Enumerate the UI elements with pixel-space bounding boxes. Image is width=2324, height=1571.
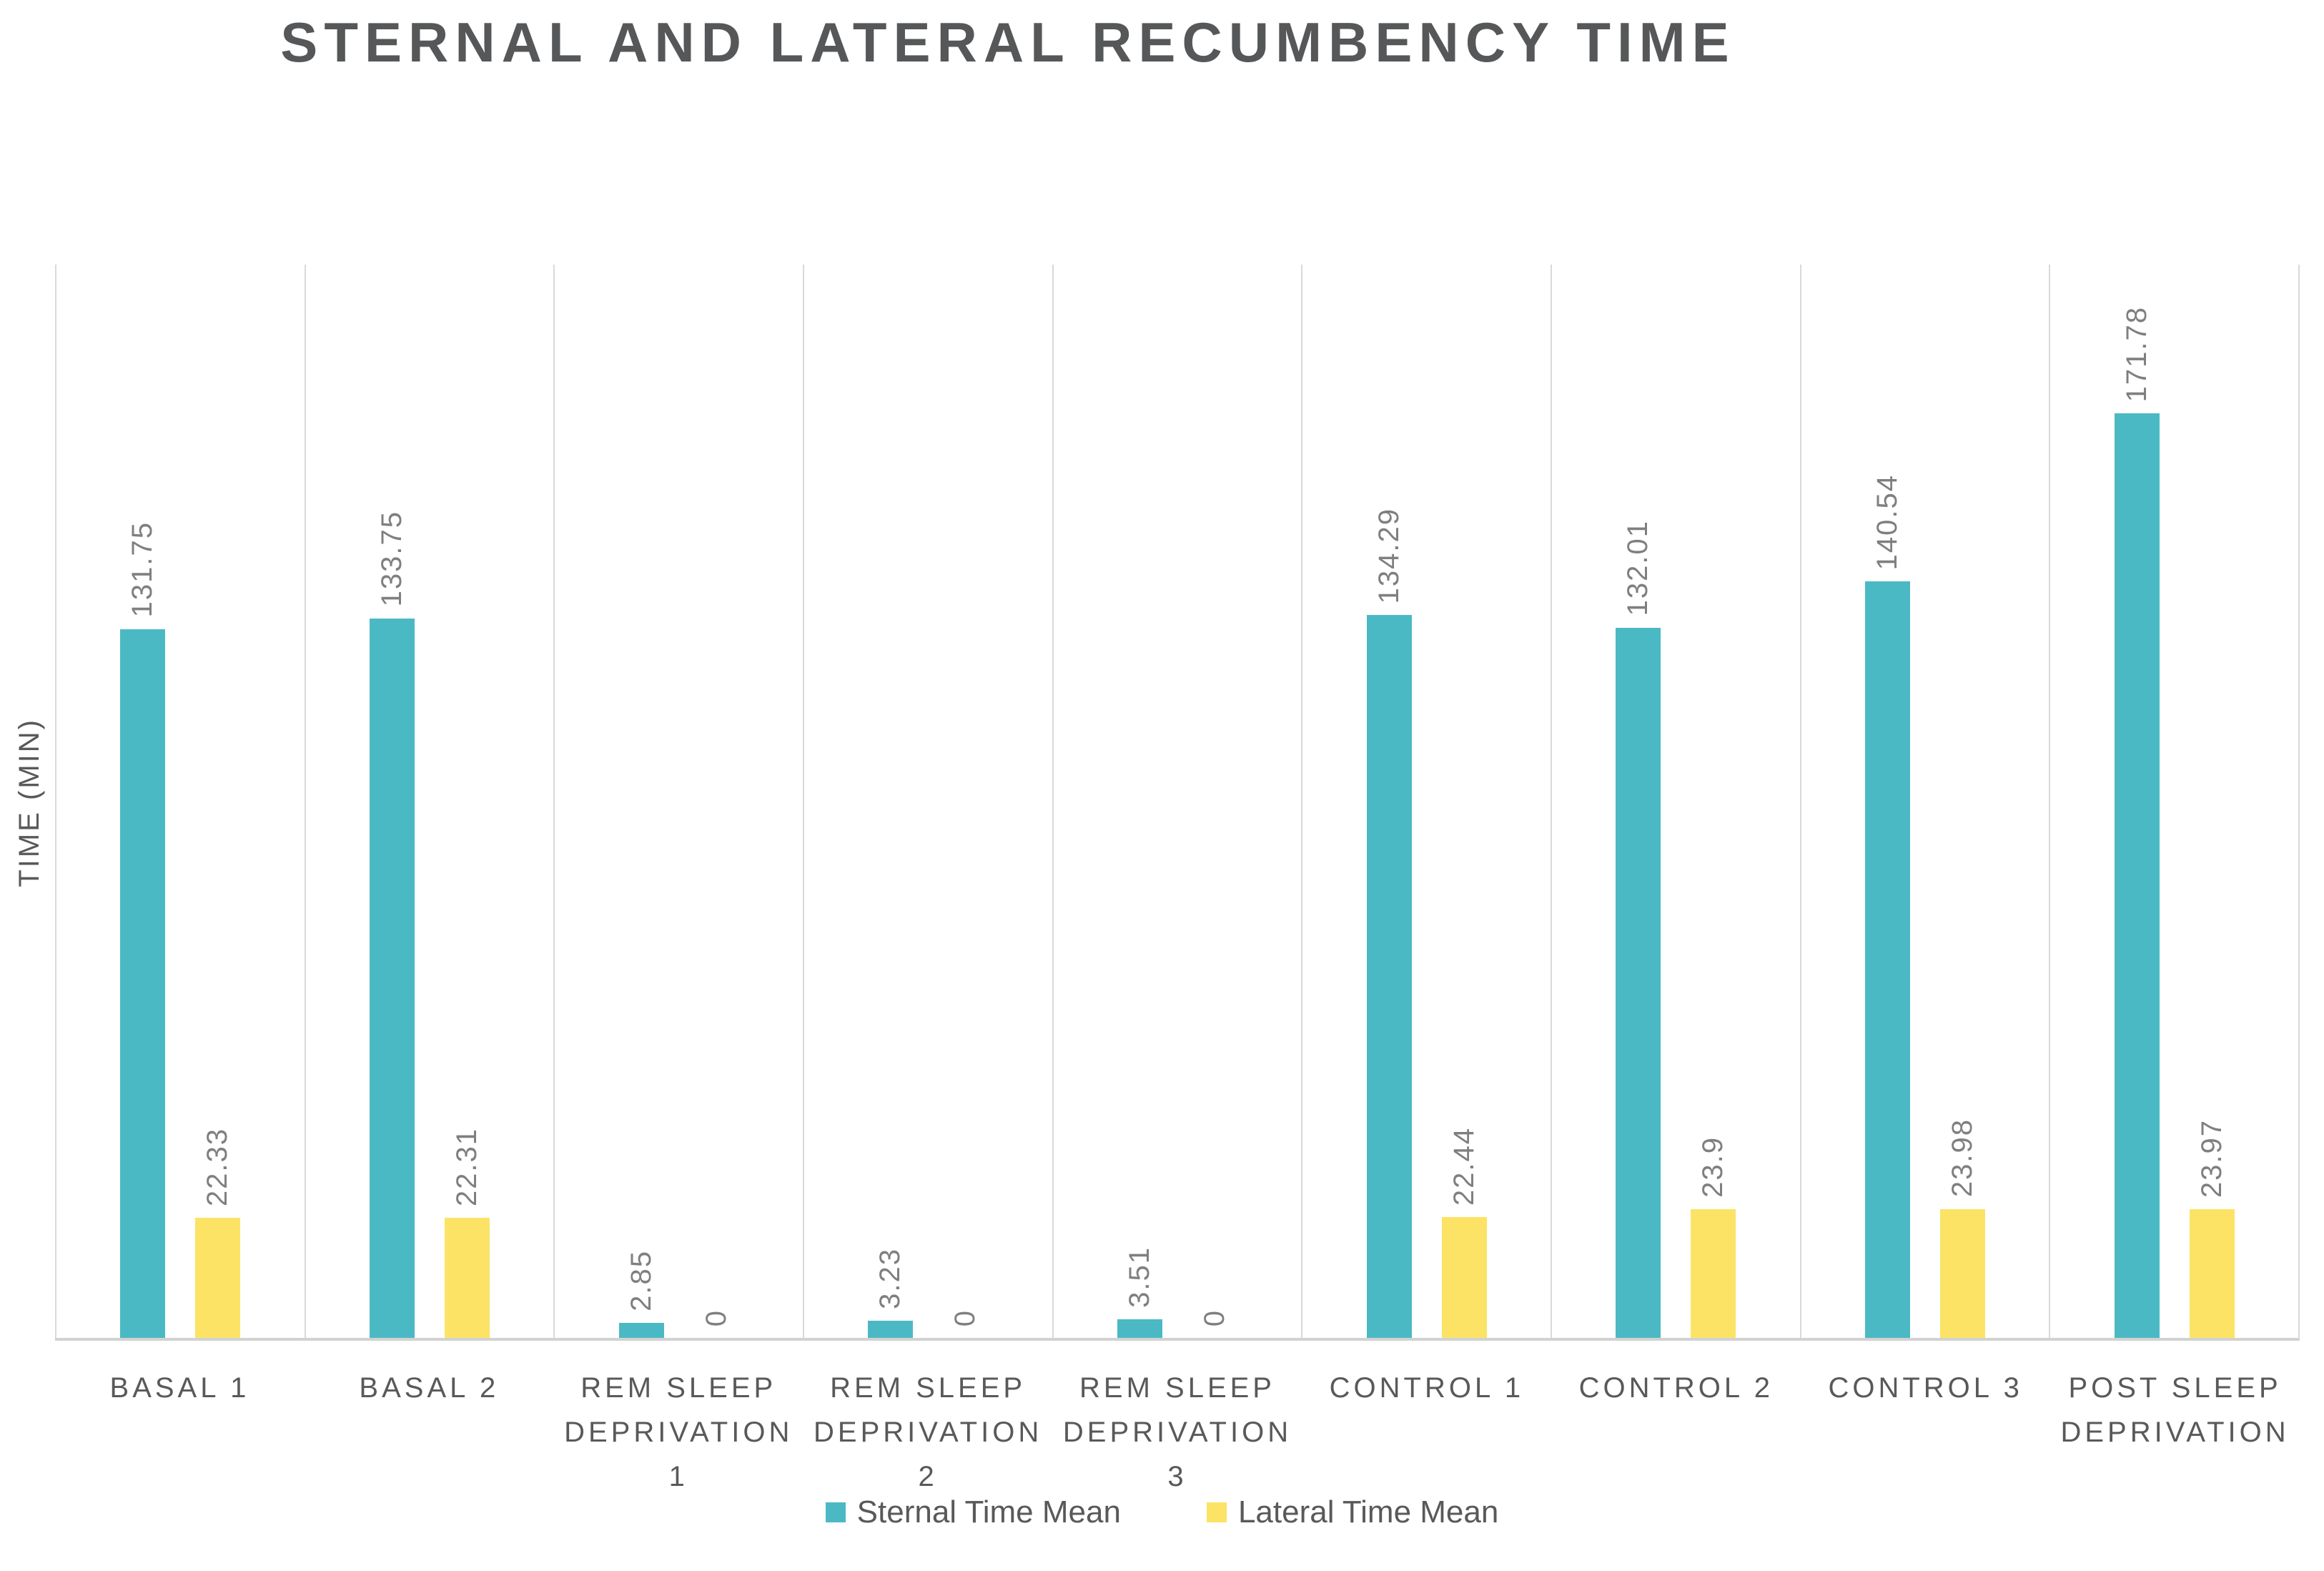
category-band-basal-1: 131.75 22.33 — [55, 265, 305, 1338]
bar-sternal-time-mean-basal-1 — [120, 629, 166, 1338]
bar-slot-sternal-time-mean-rem-sleep-deprivation-3: 3.51 — [1117, 1246, 1163, 1338]
bar-group-rem-sleep-deprivation-2: 3.23 0 — [868, 1248, 988, 1338]
category-band-rem-sleep-deprivation-2: 3.23 0 — [803, 265, 1052, 1338]
bar-lateral-time-mean-basal-2 — [445, 1218, 490, 1338]
plot-area: 131.75 22.33 133.75 22.31 2.85 0 3.23 0 3.51 0 134… — [55, 265, 2300, 1341]
category-band-basal-2: 133.75 22.31 — [304, 265, 554, 1338]
bar-slot-lateral-time-mean-rem-sleep-deprivation-1: 0 — [694, 1309, 739, 1338]
bar-slot-sternal-time-mean-control-2: 132.01 — [1616, 520, 1661, 1338]
bar-sternal-time-mean-rem-sleep-deprivation-1 — [618, 1322, 664, 1338]
category-label-rem-sleep-deprivation-3: REM SLEEP DEPRIVATION 3 — [1062, 1372, 1292, 1492]
bar-value-label-sternal-time-mean-rem-sleep-deprivation-2: 3.23 — [874, 1247, 906, 1309]
bar-slot-sternal-time-mean-rem-sleep-deprivation-1: 2.85 — [618, 1249, 664, 1338]
bar-group-control-3: 140.54 23.98 — [1865, 474, 1986, 1338]
category-label-post-sleep-deprivation: POST SLEEP DEPRIVATION — [2060, 1372, 2290, 1448]
bar-sternal-time-mean-basal-2 — [370, 618, 415, 1338]
bar-value-label-sternal-time-mean-post-sleep-deprivation: 171.78 — [2120, 306, 2152, 403]
category-label-control-1: CONTROL 1 — [1329, 1372, 1525, 1404]
legend: Sternal Time Mean Lateral Time Mean — [0, 1494, 2324, 1530]
bar-slot-sternal-time-mean-post-sleep-deprivation: 171.78 — [2114, 306, 2160, 1338]
bar-sternal-time-mean-control-3 — [1865, 581, 1911, 1338]
bar-sternal-time-mean-rem-sleep-deprivation-2 — [868, 1320, 914, 1338]
bar-slot-lateral-time-mean-control-2: 23.9 — [1691, 1136, 1736, 1338]
category-band-post-sleep-deprivation: 171.78 23.97 — [2049, 265, 2298, 1338]
category-label-rem-sleep-deprivation-2: REM SLEEP DEPRIVATION 2 — [814, 1372, 1043, 1492]
bar-slot-lateral-time-mean-control-1: 22.44 — [1441, 1127, 1487, 1338]
bar-slot-sternal-time-mean-rem-sleep-deprivation-2: 3.23 — [868, 1247, 914, 1338]
bar-lateral-time-mean-control-2 — [1691, 1209, 1736, 1338]
bar-value-label-sternal-time-mean-control-3: 140.54 — [1871, 474, 1904, 571]
bar-group-rem-sleep-deprivation-3: 3.51 0 — [1117, 1246, 1237, 1338]
bar-group-post-sleep-deprivation: 171.78 23.97 — [2114, 306, 2235, 1338]
bar-sternal-time-mean-control-2 — [1616, 627, 1661, 1338]
bar-slot-lateral-time-mean-control-3: 23.98 — [1940, 1118, 1986, 1338]
bar-group-basal-1: 131.75 22.33 — [120, 521, 241, 1338]
bar-slot-sternal-time-mean-control-3: 140.54 — [1865, 474, 1911, 1338]
bar-sternal-time-mean-rem-sleep-deprivation-3 — [1117, 1319, 1163, 1338]
bar-value-label-sternal-time-mean-basal-2: 133.75 — [376, 511, 407, 607]
bar-group-control-1: 134.29 22.44 — [1366, 508, 1487, 1338]
bar-lateral-time-mean-basal-1 — [195, 1217, 241, 1338]
bar-value-label-sternal-time-mean-control-2: 132.01 — [1622, 520, 1654, 616]
chart-title: STERNAL AND LATERAL RECUMBENCY TIME — [280, 11, 1736, 74]
y-axis-title: TIME (MIN) — [13, 718, 45, 887]
bar-value-label-sternal-time-mean-rem-sleep-deprivation-3: 3.51 — [1124, 1246, 1156, 1308]
category-label-control-2: CONTROL 2 — [1578, 1372, 1774, 1404]
bar-value-label-lateral-time-mean-rem-sleep-deprivation-3: 0 — [1199, 1309, 1231, 1326]
bar-value-label-lateral-time-mean-basal-2: 22.31 — [451, 1128, 483, 1207]
bar-value-label-lateral-time-mean-rem-sleep-deprivation-1: 0 — [700, 1309, 732, 1326]
bar-lateral-time-mean-control-1 — [1441, 1217, 1487, 1338]
bar-slot-lateral-time-mean-rem-sleep-deprivation-2: 0 — [943, 1309, 988, 1338]
y-axis-title-container: TIME (MIN) — [4, 265, 54, 1341]
category-band-rem-sleep-deprivation-3: 3.51 0 — [1052, 265, 1302, 1338]
bar-value-label-lateral-time-mean-basal-1: 22.33 — [202, 1127, 234, 1206]
bar-value-label-sternal-time-mean-rem-sleep-deprivation-1: 2.85 — [625, 1249, 657, 1311]
bar-value-label-lateral-time-mean-control-1: 22.44 — [1448, 1127, 1480, 1206]
bar-slot-lateral-time-mean-rem-sleep-deprivation-3: 0 — [1192, 1309, 1237, 1338]
legend-label-sternal-time-mean: Sternal Time Mean — [856, 1494, 1121, 1530]
bar-value-label-sternal-time-mean-basal-1: 131.75 — [127, 521, 159, 618]
bar-sternal-time-mean-control-1 — [1366, 615, 1412, 1338]
bar-value-label-lateral-time-mean-post-sleep-deprivation: 23.97 — [2195, 1118, 2227, 1198]
category-band-control-3: 140.54 23.98 — [1799, 265, 2049, 1338]
bar-sternal-time-mean-post-sleep-deprivation — [2114, 413, 2160, 1338]
category-label-basal-1: BASAL 1 — [109, 1372, 250, 1404]
bar-group-control-2: 132.01 23.9 — [1616, 520, 1736, 1338]
category-label-rem-sleep-deprivation-1: REM SLEEP DEPRIVATION 1 — [564, 1372, 793, 1492]
legend-item-sternal-time-mean: Sternal Time Mean — [825, 1494, 1121, 1530]
bar-lateral-time-mean-post-sleep-deprivation — [2189, 1208, 2235, 1338]
bar-lateral-time-mean-control-3 — [1940, 1208, 1986, 1338]
bar-value-label-sternal-time-mean-control-1: 134.29 — [1373, 508, 1405, 604]
category-label-control-3: CONTROL 3 — [1828, 1372, 2023, 1404]
bar-group-rem-sleep-deprivation-1: 2.85 0 — [618, 1249, 739, 1338]
bar-slot-lateral-time-mean-basal-2: 22.31 — [445, 1128, 490, 1338]
legend-swatch-icon-sternal-time-mean — [825, 1502, 846, 1522]
bar-value-label-lateral-time-mean-rem-sleep-deprivation-2: 0 — [949, 1309, 981, 1326]
category-band-control-2: 132.01 23.9 — [1551, 265, 1800, 1338]
bar-slot-lateral-time-mean-post-sleep-deprivation: 23.97 — [2189, 1118, 2235, 1338]
x-axis-category-row: BASAL 1 BASAL 2 REM SLEEP DEPRIVATION 1 REM… — [55, 1356, 2300, 1499]
bar-value-label-lateral-time-mean-control-2: 23.9 — [1697, 1136, 1729, 1198]
bar-slot-sternal-time-mean-basal-1: 131.75 — [120, 521, 166, 1338]
category-band-rem-sleep-deprivation-1: 2.85 0 — [553, 265, 803, 1338]
category-label-basal-2: BASAL 2 — [359, 1372, 500, 1404]
legend-label-lateral-time-mean: Lateral Time Mean — [1237, 1494, 1499, 1530]
bar-value-label-lateral-time-mean-control-3: 23.98 — [1947, 1118, 1979, 1198]
legend-swatch-icon-lateral-time-mean — [1206, 1502, 1227, 1522]
bar-group-basal-2: 133.75 22.31 — [370, 511, 490, 1338]
bar-slot-lateral-time-mean-basal-1: 22.33 — [195, 1127, 241, 1338]
legend-item-lateral-time-mean: Lateral Time Mean — [1206, 1494, 1499, 1530]
bar-slot-sternal-time-mean-basal-2: 133.75 — [370, 511, 415, 1338]
category-band-control-1: 134.29 22.44 — [1301, 265, 1551, 1338]
bar-slot-sternal-time-mean-control-1: 134.29 — [1366, 508, 1412, 1338]
